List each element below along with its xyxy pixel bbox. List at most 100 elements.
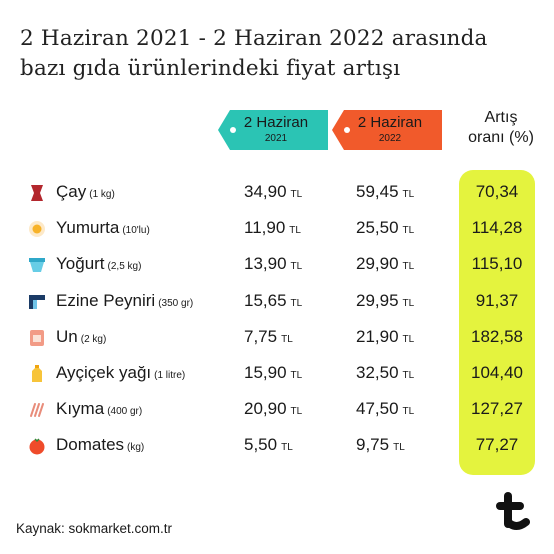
price-2022: 25,50 TL: [356, 218, 414, 238]
increase-rate: 104,40: [471, 363, 523, 382]
currency-label: TL: [402, 370, 415, 381]
item-label: Çay: [56, 182, 87, 201]
price-tag-shape-2021: [218, 110, 328, 150]
table-row: Yoğurt (2,5 kg) 13,90 TL 29,90 TL 115,10: [0, 247, 554, 283]
item-label: Domates: [56, 435, 125, 455]
currency-label: TL: [402, 189, 415, 200]
currency-label: TL: [290, 261, 303, 273]
brand-logo-icon: [496, 492, 530, 530]
price-2021: 5,50 TL: [244, 435, 293, 455]
price-2021-value: 5,50: [244, 435, 278, 455]
item-name: Kıyma (400 gr): [56, 399, 142, 419]
price-2021: 34,90 TL: [244, 182, 302, 202]
table-row: Çay (1 kg) 34,90 TL 59,45 TL 70,34: [0, 175, 554, 211]
currency-label: TL: [402, 225, 415, 237]
currency-label: TL: [281, 333, 293, 345]
oil-bottle-icon: [28, 365, 46, 383]
item-label: Ayçiçek yağı: [56, 363, 152, 382]
item-name: Ayçiçek yağı (1 litre): [56, 363, 185, 383]
table-row: Un (2 kg) 7,75 TL 21,90 TL 182,58: [0, 320, 554, 356]
price-2022: 29,95 TL: [356, 291, 414, 311]
price-2022: 32,50 TL: [356, 363, 414, 383]
item-unit: (10'lu): [122, 225, 150, 237]
price-2022-value: 21,90: [356, 326, 399, 346]
price-2021-value: 20,90: [244, 399, 287, 419]
rate-header-line-1: Artış: [484, 109, 518, 126]
price-2022: 29,90 TL: [356, 254, 414, 274]
item-name: Yoğurt (2,5 kg): [56, 254, 141, 274]
increase-rate: 91,37: [475, 290, 519, 310]
column-header-rate: Artış oranı (%): [456, 108, 546, 148]
item-label: Yoğurt: [56, 254, 105, 274]
price-2021: 20,90 TL: [244, 399, 302, 419]
increase-rate: 115,10: [471, 254, 523, 274]
currency-label: TL: [290, 406, 303, 418]
item-name: Çay (1 kg): [56, 182, 115, 202]
price-2022-value: 9,75: [356, 435, 390, 455]
rate-column-highlight: [459, 170, 535, 475]
item-label: Ezine Peyniri: [56, 290, 156, 310]
price-tag-shape-2022: [332, 110, 442, 150]
price-2022-value: 59,45: [356, 182, 399, 201]
table-row: Kıyma (400 gr) 20,90 TL 47,50 TL 127,27: [0, 392, 554, 428]
increase-rate: 114,28: [471, 218, 523, 238]
item-name: Un (2 kg): [56, 327, 106, 347]
column-header-2022: 2 Haziran 2022: [332, 110, 442, 150]
price-2022-value: 29,90: [356, 254, 399, 274]
price-2021: 11,90 TL: [244, 218, 301, 238]
cheese-icon: [28, 293, 46, 311]
price-2022-value: 32,50: [356, 363, 399, 382]
source-note: Kaynak: sokmarket.com.tr: [16, 521, 173, 536]
item-label: Un: [56, 326, 78, 346]
column-header-2022-sub: 2022: [378, 133, 402, 144]
increase-rate: 127,27: [471, 399, 523, 419]
item-name: Yumurta (10'lu): [56, 218, 150, 238]
item-unit: (2,5 kg): [107, 261, 142, 273]
tea-glass-icon: [28, 184, 46, 202]
table-row: Domates (kg) 5,50 TL 9,75 TL 77,27: [0, 428, 554, 464]
price-2021-value: 15,90: [244, 363, 287, 382]
price-2022-value: 29,95: [356, 290, 399, 310]
currency-label: TL: [393, 442, 405, 454]
tomato-icon: [28, 437, 46, 455]
currency-label: TL: [402, 333, 415, 345]
column-header-2021: 2 Haziran 2021: [218, 110, 328, 150]
currency-label: TL: [290, 297, 303, 309]
price-2022: 9,75 TL: [356, 435, 405, 455]
currency-label: TL: [290, 189, 303, 200]
currency-label: TL: [402, 297, 415, 309]
item-label: Kıyma: [56, 399, 105, 419]
table-row: Ezine Peyniri (350 gr) 15,65 TL 29,95 TL 91,37: [0, 284, 554, 320]
item-unit: (2 kg): [80, 333, 107, 345]
increase-rate: 70,34: [475, 182, 519, 201]
price-2021: 13,90 TL: [244, 254, 302, 274]
item-name: Domates (kg): [56, 435, 144, 455]
column-header-2022-main: 2 Haziran: [357, 114, 423, 131]
minced-meat-icon: [28, 401, 46, 419]
table-row: Ayçiçek yağı (1 litre) 15,90 TL 32,50 TL 104,4…: [0, 356, 554, 392]
price-2022-value: 25,50: [356, 218, 399, 238]
yogurt-bowl-icon: [28, 256, 46, 274]
currency-label: TL: [402, 261, 415, 273]
price-2021-value: 7,75: [244, 326, 278, 346]
item-label: Yumurta: [56, 218, 120, 238]
table-row: Yumurta (10'lu) 11,90 TL 25,50 TL 114,28: [0, 211, 554, 247]
chart-title: 2 Haziran 2021 - 2 Haziran 2022 arasında…: [20, 24, 540, 84]
item-unit: (1 kg): [89, 189, 115, 200]
rate-header-line-2: oranı (%): [468, 129, 534, 146]
price-2021: 15,90 TL: [244, 363, 302, 383]
price-2021-value: 34,90: [244, 182, 287, 201]
column-header-2021-main: 2 Haziran: [243, 114, 309, 131]
price-2022: 47,50 TL: [356, 399, 414, 419]
item-unit: (400 gr): [107, 406, 143, 418]
flour-bag-icon: [28, 329, 46, 347]
egg-icon: [28, 220, 46, 238]
price-2021-value: 15,65: [244, 290, 287, 310]
price-2022: 21,90 TL: [356, 327, 414, 347]
item-unit: (350 gr): [158, 297, 194, 309]
currency-label: TL: [281, 442, 293, 454]
increase-rate: 77,27: [475, 435, 519, 455]
title-line-2: bazı gıda ürünlerindeki fiyat artışı: [20, 56, 401, 81]
item-unit: (1 litre): [154, 370, 186, 381]
price-2022-value: 47,50: [356, 399, 399, 419]
